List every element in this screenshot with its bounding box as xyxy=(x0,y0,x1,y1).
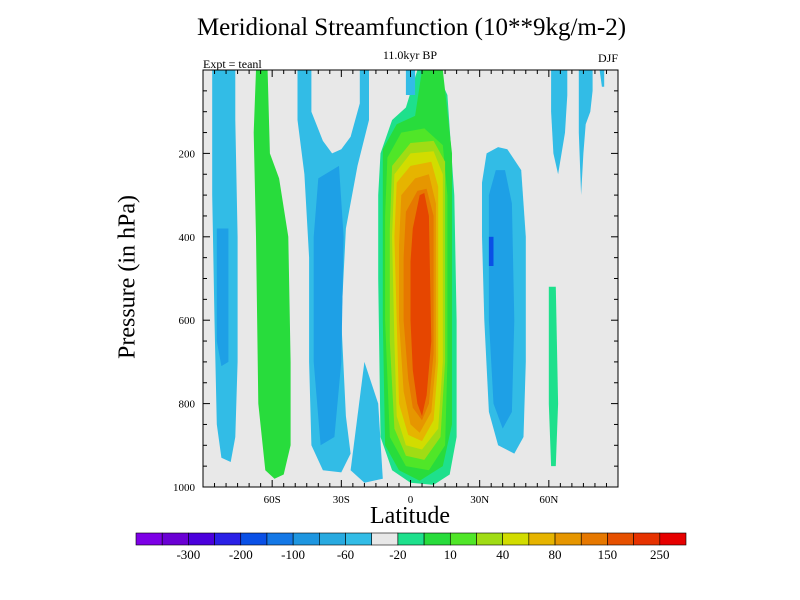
contour-n-neg-core xyxy=(488,236,494,266)
y-tick-label: 800 xyxy=(179,399,196,411)
colorbar-label: 150 xyxy=(598,547,618,562)
y-tick-label: 600 xyxy=(179,315,196,327)
colorbar-swatch xyxy=(449,532,477,546)
contour-n-pos xyxy=(548,286,559,467)
contour-s-ferrel xyxy=(253,70,291,479)
colorbar-swatch xyxy=(266,532,294,546)
colorbar-label: 10 xyxy=(444,547,457,562)
x-tick-label: 30N xyxy=(470,494,489,506)
colorbar-swatch xyxy=(633,532,661,546)
x-tick-label: 60S xyxy=(264,494,281,506)
y-axis-ticks: 200 400 600 800 1000 xyxy=(173,90,618,494)
experiment-label: Expt = teanl xyxy=(203,57,262,71)
season-label: DJF xyxy=(597,51,618,65)
colorbar-swatch xyxy=(528,532,556,546)
colorbar-swatch xyxy=(607,532,634,546)
y-tick-label: 1000 xyxy=(173,482,196,494)
contour-s-neg-core xyxy=(313,165,344,446)
contour-n-neg-sliver xyxy=(599,70,605,87)
contour-hadley-9 xyxy=(410,193,432,417)
colorbar-swatch xyxy=(423,532,451,546)
colorbar-label: -20 xyxy=(389,547,406,562)
colorbar-swatch xyxy=(345,532,373,546)
contour-n-neg-top2 xyxy=(578,70,593,196)
colorbar-swatch xyxy=(476,532,503,546)
colorbar-swatch xyxy=(397,532,425,546)
colorbar-swatch xyxy=(240,532,268,546)
contour-fills xyxy=(212,70,605,485)
colorbar-swatch xyxy=(371,532,399,546)
contour-s-polar-inner xyxy=(216,228,229,367)
colorbar-swatch xyxy=(135,532,163,546)
colorbar-label: -300 xyxy=(176,547,200,562)
colorbar: -300 -200 -100 -60 -20 10 40 80 150 250 xyxy=(135,532,687,562)
contour-n-neg-inner xyxy=(488,170,515,429)
colorbar-label: -100 xyxy=(281,547,305,562)
contour-n-neg-top1 xyxy=(551,70,568,175)
colorbar-swatch xyxy=(214,532,242,546)
colorbar-swatch xyxy=(161,532,189,546)
x-axis-ticks: 60S 30S 0 30N 60N xyxy=(202,70,619,506)
contour-s-neg-bottom xyxy=(350,361,383,483)
colorbar-swatch xyxy=(554,532,582,546)
colorbar-swatch xyxy=(188,532,215,546)
colorbar-swatch xyxy=(292,532,320,546)
colorbar-label: 40 xyxy=(496,547,509,562)
colorbar-swatch xyxy=(319,532,346,546)
colorbar-label: 80 xyxy=(549,547,562,562)
y-tick-label: 200 xyxy=(179,148,196,160)
colorbar-swatch xyxy=(659,532,687,546)
x-tick-label: 0 xyxy=(408,494,414,506)
x-tick-label: 60N xyxy=(539,494,558,506)
x-tick-label: 30S xyxy=(333,494,350,506)
contour-s-neg-equ-top xyxy=(405,70,416,95)
chart-subtitle: 11.0kyr BP xyxy=(382,48,438,62)
x-axis-label: Latitude xyxy=(370,503,450,529)
colorbar-label: 250 xyxy=(650,547,670,562)
colorbar-label: -60 xyxy=(337,547,354,562)
chart-title: Meridional Streamfunction (10**9kg/m-2) xyxy=(196,14,627,41)
y-tick-label: 400 xyxy=(179,232,196,244)
colorbar-label: -200 xyxy=(229,547,253,562)
colorbar-swatch xyxy=(502,532,530,546)
colorbar-swatch xyxy=(580,532,608,546)
